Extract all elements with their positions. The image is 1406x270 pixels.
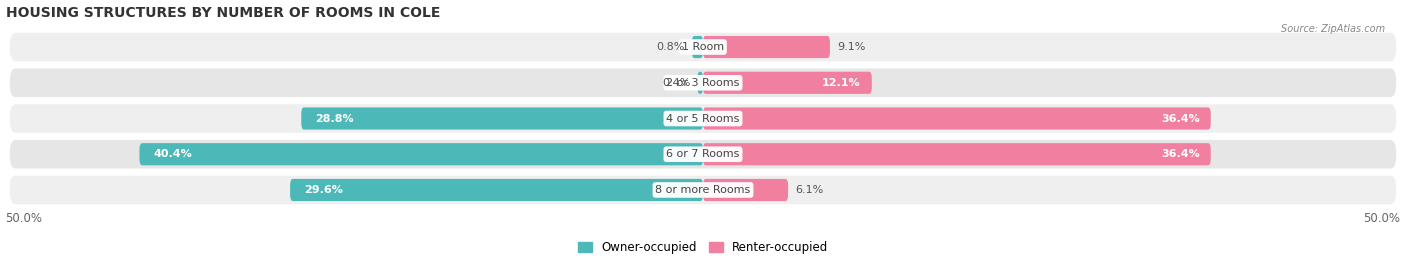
FancyBboxPatch shape [10, 69, 1396, 97]
FancyBboxPatch shape [703, 179, 789, 201]
Text: 6.1%: 6.1% [794, 185, 824, 195]
FancyBboxPatch shape [290, 179, 703, 201]
Text: 28.8%: 28.8% [315, 113, 354, 123]
FancyBboxPatch shape [703, 72, 872, 94]
Text: HOUSING STRUCTURES BY NUMBER OF ROOMS IN COLE: HOUSING STRUCTURES BY NUMBER OF ROOMS IN… [6, 6, 440, 19]
FancyBboxPatch shape [301, 107, 703, 130]
Text: 1 Room: 1 Room [682, 42, 724, 52]
FancyBboxPatch shape [139, 143, 703, 165]
Text: 50.0%: 50.0% [1364, 212, 1400, 225]
Text: 50.0%: 50.0% [6, 212, 42, 225]
FancyBboxPatch shape [697, 72, 703, 94]
FancyBboxPatch shape [10, 176, 1396, 204]
Text: Source: ZipAtlas.com: Source: ZipAtlas.com [1281, 24, 1385, 34]
Text: 0.8%: 0.8% [657, 42, 685, 52]
Text: 29.6%: 29.6% [304, 185, 343, 195]
Text: 8 or more Rooms: 8 or more Rooms [655, 185, 751, 195]
Text: 2 or 3 Rooms: 2 or 3 Rooms [666, 78, 740, 88]
Text: 4 or 5 Rooms: 4 or 5 Rooms [666, 113, 740, 123]
FancyBboxPatch shape [692, 36, 703, 58]
Legend: Owner-occupied, Renter-occupied: Owner-occupied, Renter-occupied [572, 236, 834, 259]
FancyBboxPatch shape [703, 36, 830, 58]
Text: 9.1%: 9.1% [837, 42, 865, 52]
Text: 36.4%: 36.4% [1161, 113, 1199, 123]
Text: 0.4%: 0.4% [662, 78, 690, 88]
Text: 36.4%: 36.4% [1161, 149, 1199, 159]
FancyBboxPatch shape [703, 107, 1211, 130]
FancyBboxPatch shape [703, 143, 1211, 165]
FancyBboxPatch shape [10, 33, 1396, 61]
Text: 40.4%: 40.4% [153, 149, 193, 159]
Text: 6 or 7 Rooms: 6 or 7 Rooms [666, 149, 740, 159]
FancyBboxPatch shape [10, 140, 1396, 168]
FancyBboxPatch shape [10, 104, 1396, 133]
Text: 12.1%: 12.1% [823, 78, 860, 88]
